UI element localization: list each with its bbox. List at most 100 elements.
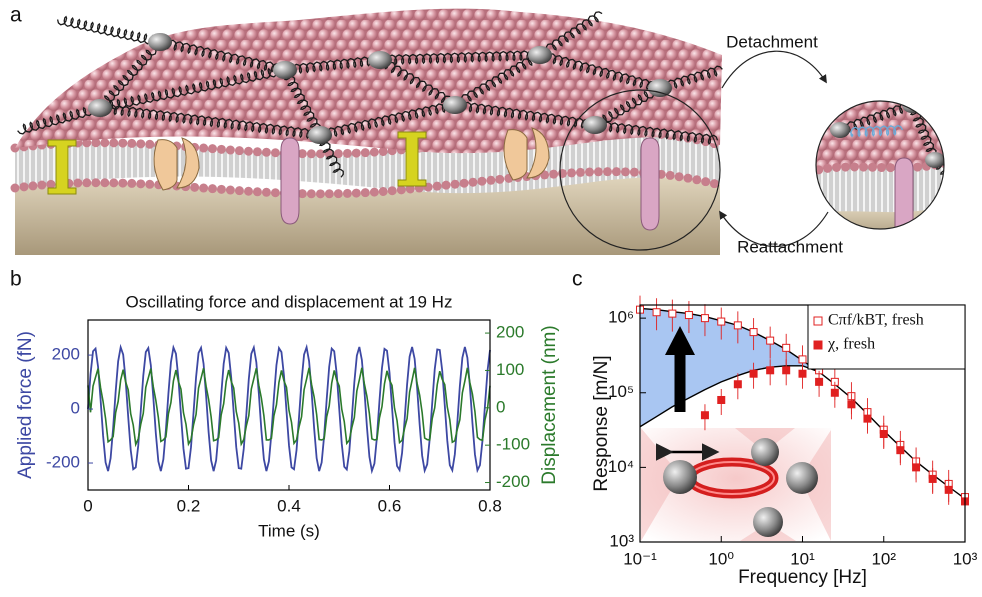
y-tick-label: -200 (46, 453, 80, 472)
data-point (766, 336, 775, 345)
spring (539, 11, 603, 59)
shaded-region (640, 308, 820, 427)
y-axis-label: Applied force (fN) (15, 331, 36, 479)
spring (839, 101, 915, 135)
data-point (782, 343, 791, 352)
spring (97, 64, 286, 113)
arrow-head (665, 326, 695, 355)
data-point (652, 308, 661, 317)
trap-inset (641, 428, 831, 541)
data-point (668, 309, 677, 318)
legend-label: Cπf/kBT, fresh (828, 312, 924, 329)
line-series (87, 367, 491, 448)
x-tick-label: 0.2 (177, 496, 201, 515)
data-point (830, 388, 839, 397)
x-tick-label: 0.8 (478, 496, 502, 515)
panel-label: c (572, 268, 583, 291)
membrane-illustration (10, 8, 945, 255)
spring (98, 39, 162, 112)
cortex-node (443, 96, 467, 114)
data-point (749, 328, 758, 337)
data-point (700, 411, 709, 420)
x-tick-label: 0.6 (378, 496, 402, 515)
x-tick-label: 10³ (953, 549, 978, 568)
data-point (782, 366, 791, 375)
y2-tick-label: 100 (496, 360, 524, 379)
cortex-node (308, 126, 332, 144)
detachment-label: Detachment (726, 32, 818, 51)
spring (931, 159, 944, 193)
data-point (766, 366, 775, 375)
y2-tick-label: 200 (496, 323, 524, 342)
panel-label: a (10, 4, 22, 27)
spring (159, 38, 289, 75)
data-point (896, 446, 905, 455)
y-tick-label: 200 (52, 345, 80, 364)
spring (378, 58, 459, 107)
data-point (700, 314, 709, 323)
panel-label: b (10, 268, 22, 291)
x-tick-label: 10¹ (790, 549, 815, 568)
y2-tick-label: 0 (496, 397, 505, 416)
x-tick-label: 10⁻¹ (623, 549, 657, 568)
spring (56, 15, 161, 47)
data-point (717, 317, 726, 326)
y-tick-label: 10⁶ (608, 308, 634, 327)
spring (594, 120, 719, 145)
x-tick-label: 10² (871, 549, 896, 568)
chart-title: Oscillating force and displacement at 19… (126, 292, 453, 311)
x-axis-label: Frequency [Hz] (738, 567, 867, 588)
cortex-node (273, 61, 297, 79)
spring (379, 49, 544, 66)
reattachment-label: Reattachment (737, 237, 843, 256)
y-tick-label: 10³ (609, 531, 634, 550)
cortex-node (148, 33, 172, 51)
data-point (798, 369, 807, 378)
spring (99, 103, 324, 140)
y-axis-label: Response [m/N] (591, 355, 612, 491)
x-tick-label: 0.4 (277, 496, 301, 515)
y-tick-label: 10⁵ (608, 382, 634, 401)
data-point (928, 474, 937, 483)
data-point (733, 321, 742, 330)
spring (849, 124, 904, 138)
data-point (863, 414, 872, 423)
fit-curve (639, 365, 820, 428)
data-point (815, 377, 824, 386)
data-point (749, 369, 758, 378)
spring (454, 100, 599, 130)
cortex-node (528, 46, 552, 64)
y2-axis-label: Displacement (nm) (539, 325, 560, 484)
y2-tick-label: -100 (496, 435, 530, 454)
spring (280, 69, 324, 138)
spring (319, 100, 458, 141)
legend-marker (813, 340, 823, 350)
legend-box (807, 304, 966, 370)
x-tick-label: 0 (83, 496, 92, 515)
data-point (944, 485, 953, 494)
line-series (87, 343, 491, 475)
data-point (879, 430, 888, 439)
data-point (733, 380, 742, 389)
y2-tick-label: -200 (496, 472, 530, 491)
data-point (717, 395, 726, 404)
spring (315, 134, 344, 178)
spring (592, 83, 661, 129)
x-tick-label: 10⁰ (708, 549, 734, 568)
spring (454, 51, 543, 110)
legend-marker (813, 316, 823, 326)
data-point (912, 463, 921, 472)
data-point (847, 400, 856, 409)
spring (17, 102, 101, 135)
data-point (798, 355, 807, 364)
cortex-node (648, 79, 672, 97)
y-tick-label: 10⁴ (608, 457, 634, 476)
y-tick-label: 0 (71, 399, 80, 418)
x-axis-label: Time (s) (258, 521, 320, 540)
spring (539, 51, 664, 93)
cortex-node (368, 51, 392, 69)
data-point (684, 311, 693, 320)
cortex-node (583, 116, 607, 134)
